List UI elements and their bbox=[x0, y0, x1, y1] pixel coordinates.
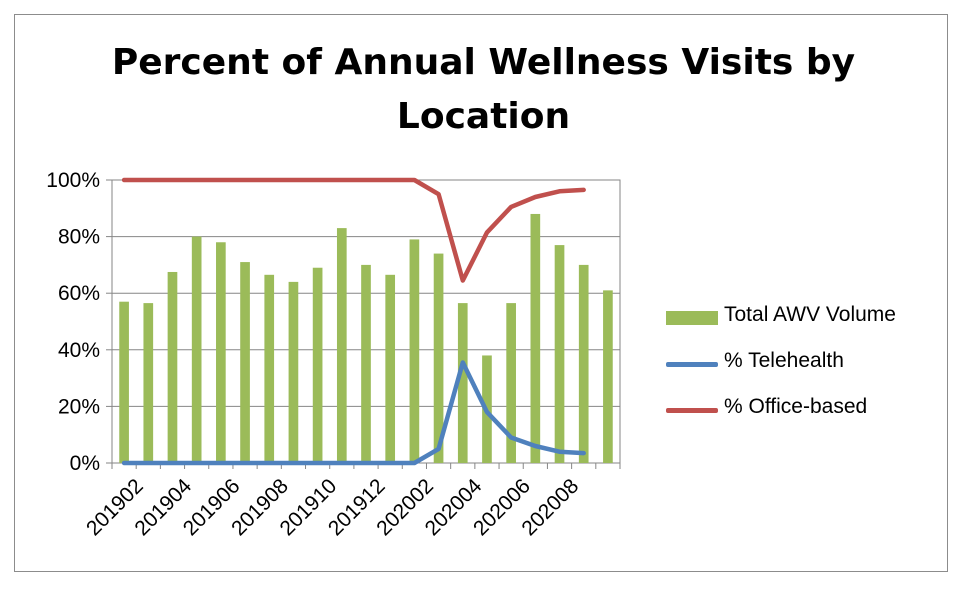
bar-total-awv-volume-202002 bbox=[409, 239, 420, 463]
line-series-telehealth bbox=[121, 360, 586, 466]
line-series-office-based bbox=[121, 177, 586, 283]
bar-total-awv-volume-202010 bbox=[603, 290, 613, 463]
legend-label-office-based: % Office-based bbox=[724, 395, 868, 418]
bar-total-awv-volume-201904 bbox=[167, 271, 178, 463]
legend-swatch-office-based bbox=[666, 408, 718, 413]
legend-swatch-total-awv-volume bbox=[666, 311, 718, 325]
y-tick-label-5: 100% bbox=[46, 169, 100, 192]
bar-total-awv-volume-201908 bbox=[264, 274, 275, 463]
y-tick-label-2: 40% bbox=[58, 339, 100, 362]
bar-total-awv-volume-201912 bbox=[361, 264, 371, 463]
bar-total-awv-volume-201905 bbox=[191, 236, 202, 463]
y-tick-label-3: 60% bbox=[58, 282, 100, 305]
legend-item-telehealth: % Telehealth bbox=[666, 346, 946, 392]
bar-total-awv-volume-201910 bbox=[312, 267, 323, 463]
bar-total-awv-volume-202004 bbox=[457, 303, 468, 463]
legend-label-telehealth: % Telehealth bbox=[724, 349, 844, 372]
chart-title: Percent of Annual Wellness Visits by Loc… bbox=[0, 36, 967, 144]
chart-legend: Total AWV Volume % Telehealth % Office-b… bbox=[666, 300, 946, 438]
bar-total-awv-volume-201906 bbox=[216, 242, 226, 463]
bar-total-awv-volume-202007 bbox=[530, 213, 541, 463]
bar-total-awv-volume-202003 bbox=[433, 253, 444, 463]
y-tick-label-4: 80% bbox=[58, 226, 100, 249]
bar-total-awv-volume-202006 bbox=[506, 303, 516, 463]
legend-item-office-based: % Office-based bbox=[666, 392, 946, 438]
chart-title-line-2: Location bbox=[396, 96, 571, 137]
bar-total-awv-volume-201907 bbox=[240, 262, 250, 463]
bar-total-awv-volume-201911 bbox=[336, 228, 347, 463]
bar-total-awv-volume-201902 bbox=[119, 301, 129, 463]
y-tick-label-0: 0% bbox=[70, 452, 100, 475]
legend-swatch-telehealth bbox=[666, 362, 718, 367]
bar-total-awv-volume-201903 bbox=[143, 303, 154, 463]
bar-total-awv-volume-202008 bbox=[554, 245, 565, 463]
chart-title-line-1: Percent of Annual Wellness Visits by bbox=[111, 42, 856, 83]
bar-total-awv-volume-202001 bbox=[385, 274, 396, 463]
legend-item-total-awv-volume: Total AWV Volume bbox=[666, 300, 946, 346]
legend-label-total-awv-volume: Total AWV Volume bbox=[724, 303, 896, 326]
y-tick-label-1: 20% bbox=[58, 395, 100, 418]
bar-total-awv-volume-201909 bbox=[288, 281, 299, 463]
bar-total-awv-volume-202009 bbox=[578, 264, 589, 463]
